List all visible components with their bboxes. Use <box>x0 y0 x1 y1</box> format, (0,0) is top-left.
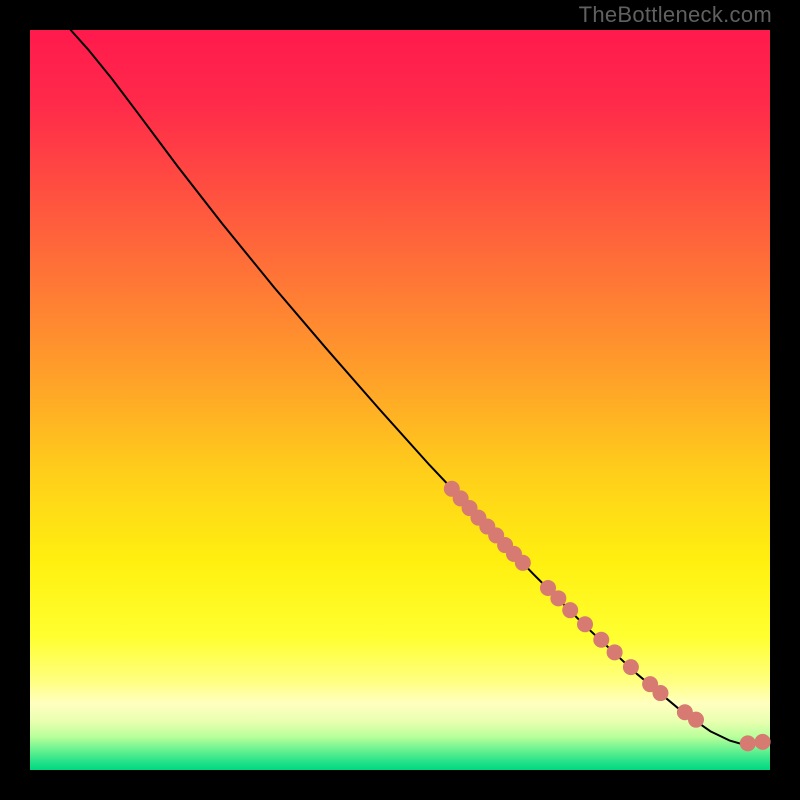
main-curve <box>71 30 764 744</box>
chart-svg <box>30 30 770 770</box>
data-marker <box>550 590 566 606</box>
data-marker <box>623 659 639 675</box>
data-marker <box>688 712 704 728</box>
chart-container: TheBottleneck.com <box>0 0 800 800</box>
data-marker <box>740 735 756 751</box>
watermark-text: TheBottleneck.com <box>579 2 772 28</box>
data-marker <box>593 632 609 648</box>
plot-area <box>30 30 770 770</box>
data-marker <box>562 602 578 618</box>
data-marker <box>755 734 771 750</box>
marker-group <box>444 481 771 752</box>
data-marker <box>652 685 668 701</box>
data-marker <box>577 616 593 632</box>
data-marker <box>607 644 623 660</box>
data-marker <box>515 555 531 571</box>
